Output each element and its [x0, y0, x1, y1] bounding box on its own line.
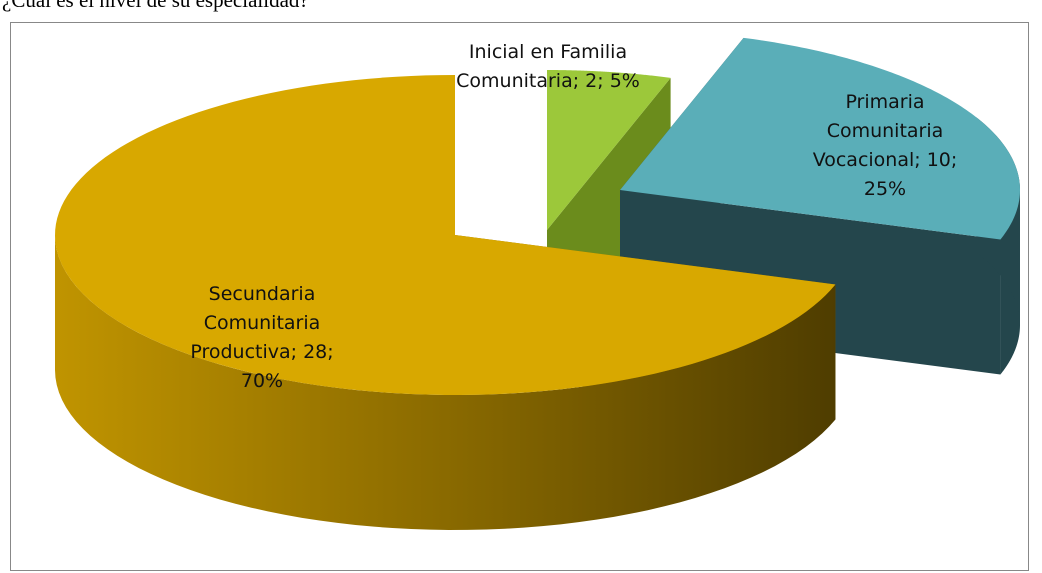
- slice-side: [55, 235, 836, 530]
- slice: [620, 37, 1020, 240]
- data-label: Inicial en Familia Comunitaria; 2; 5%: [456, 41, 640, 92]
- chart-frame: [10, 22, 1029, 571]
- data-label: Primaria Comunitaria Vocacional; 10; 25%: [812, 91, 958, 200]
- slice: [55, 75, 836, 395]
- slice: [547, 70, 671, 230]
- data-label: Secundaria Comunitaria Productiva; 28; 7…: [190, 283, 334, 392]
- chart-title: ¿Cuál es el nivel de su especialidad?: [2, 0, 309, 12]
